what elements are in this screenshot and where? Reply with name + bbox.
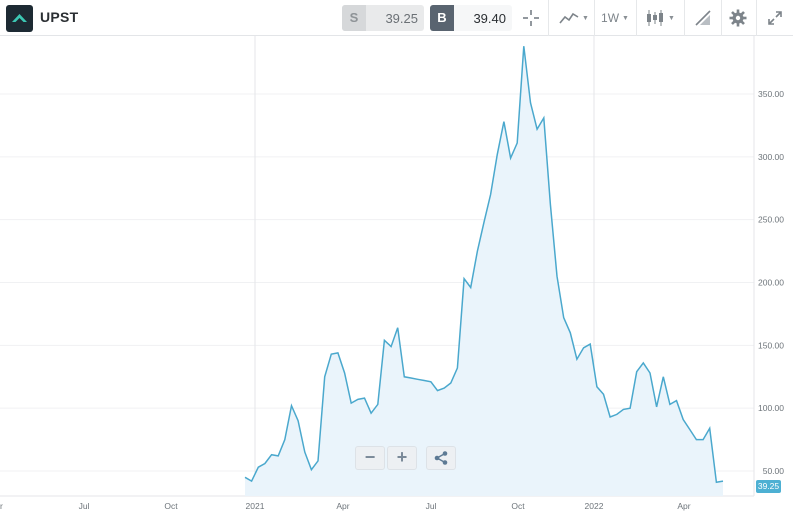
- logo-mark-icon: [12, 14, 27, 22]
- buy-label: B: [430, 5, 454, 31]
- y-axis-ticks: 50.00 100.00 150.00 200.00 250.00 300.00 350.0…: [758, 89, 784, 476]
- timeframe-dropdown[interactable]: 1W ▼: [598, 5, 632, 31]
- toolbar-divider: [684, 0, 685, 36]
- settings-button[interactable]: [726, 5, 750, 31]
- y-tick-label: 150.00: [758, 340, 784, 350]
- toolbar-divider: [594, 0, 595, 36]
- share-icon: [434, 451, 448, 465]
- toolbar-divider: [721, 0, 722, 36]
- x-tick-label: Jul: [79, 501, 90, 511]
- x-axis-ticks: r Jul Oct 2021 Apr Jul Oct 2022 Apr: [0, 501, 691, 511]
- x-tick-label: Oct: [164, 501, 178, 511]
- buy-button[interactable]: B 39.40: [430, 5, 512, 31]
- y-tick-label: 50.00: [763, 466, 785, 476]
- chevron-down-icon: ▼: [582, 14, 589, 22]
- current-price-tag: 39.25: [756, 480, 781, 493]
- app-logo: [6, 5, 33, 32]
- line-chart-icon: [559, 12, 579, 24]
- x-tick-label: Oct: [511, 501, 525, 511]
- price-line: [244, 46, 724, 484]
- chart-toolbar: UPST S 39.25 B 39.40 ▼ 1W ▼ ▼: [0, 0, 793, 36]
- price-area: [245, 46, 723, 496]
- crosshair-button[interactable]: [516, 5, 546, 31]
- share-button[interactable]: [426, 446, 456, 470]
- timeframe-value: 1W: [601, 11, 620, 25]
- y-tick-label: 100.00: [758, 403, 784, 413]
- x-tick-label: 2022: [585, 501, 604, 511]
- sell-label: S: [342, 5, 366, 31]
- zoom-in-button[interactable]: +: [387, 446, 417, 470]
- x-tick-label: 2021: [246, 501, 265, 511]
- x-tick-label: Jul: [426, 501, 437, 511]
- y-tick-label: 350.00: [758, 89, 784, 99]
- fullscreen-button[interactable]: [762, 5, 788, 31]
- price-chart[interactable]: 50.00 100.00 150.00 200.00 250.00 300.00 350.0…: [0, 36, 793, 516]
- candlestick-icon: [647, 10, 664, 26]
- chart-type-button[interactable]: ▼: [556, 5, 592, 31]
- drawing-tools-button[interactable]: [690, 5, 716, 31]
- y-tick-label: 250.00: [758, 215, 784, 225]
- expand-icon: [768, 11, 782, 25]
- x-tick-label: r: [0, 501, 3, 511]
- chevron-down-icon: ▼: [622, 14, 629, 22]
- y-tick-label: 200.00: [758, 278, 784, 288]
- toolbar-divider: [756, 0, 757, 36]
- drawing-icon: [695, 10, 711, 26]
- x-tick-label: Apr: [677, 501, 690, 511]
- toolbar-divider: [548, 0, 549, 36]
- gear-icon: [729, 9, 747, 27]
- toolbar-divider: [636, 0, 637, 36]
- x-tick-label: Apr: [336, 501, 349, 511]
- y-tick-label: 300.00: [758, 152, 784, 162]
- chevron-down-icon: ▼: [668, 14, 675, 22]
- buy-price: 39.40: [473, 11, 506, 26]
- candle-style-button[interactable]: ▼: [642, 5, 678, 31]
- instrument-symbol: UPST: [40, 9, 79, 25]
- zoom-out-button[interactable]: −: [355, 446, 385, 470]
- sell-button[interactable]: S 39.25: [342, 5, 424, 31]
- sell-price: 39.25: [385, 11, 418, 26]
- crosshair-icon: [523, 10, 539, 26]
